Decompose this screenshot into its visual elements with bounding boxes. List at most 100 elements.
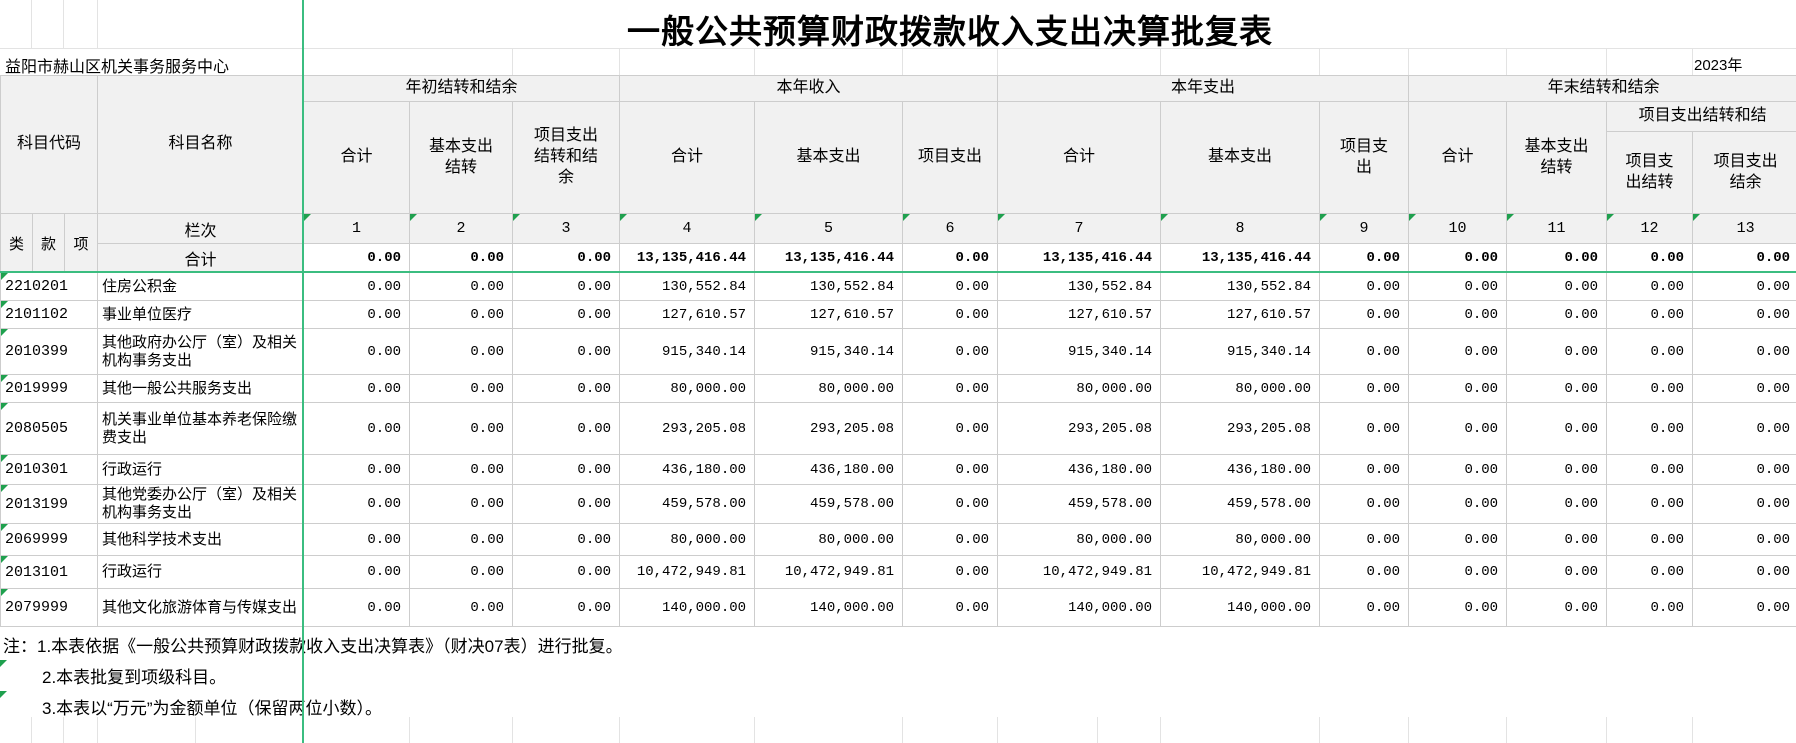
value-cell[interactable]: 0.00: [902, 300, 999, 329]
value-cell[interactable]: 130,552.84: [754, 272, 904, 301]
value-cell[interactable]: 436,180.00: [997, 454, 1162, 485]
header-lanci[interactable]: 栏次: [97, 213, 305, 244]
header-group-end-balance[interactable]: 年末结转和结余: [1408, 75, 1796, 102]
value-cell[interactable]: 293,205.08: [619, 402, 756, 455]
value-cell[interactable]: 0.00: [902, 588, 999, 627]
subject-name-cell[interactable]: 其他文化旅游体育与传媒支出: [97, 588, 305, 627]
value-cell[interactable]: 0.00: [902, 555, 999, 589]
value-cell[interactable]: 0.00: [1606, 454, 1694, 485]
value-cell[interactable]: 0.00: [303, 555, 411, 589]
value-cell[interactable]: 130,552.84: [1160, 272, 1321, 301]
value-cell[interactable]: 0.00: [409, 523, 514, 556]
value-cell[interactable]: 0.00: [409, 374, 514, 403]
value-cell[interactable]: 0.00: [1692, 300, 1796, 329]
value-cell[interactable]: 0.00: [409, 555, 514, 589]
value-cell[interactable]: 0.00: [902, 484, 999, 524]
subject-name-cell[interactable]: 其他党委办公厅（室）及相关机构事务支出: [97, 484, 305, 524]
value-cell[interactable]: 0.00: [1408, 484, 1508, 524]
value-cell[interactable]: 10,472,949.81: [1160, 555, 1321, 589]
value-cell[interactable]: 140,000.00: [997, 588, 1162, 627]
value-cell[interactable]: 0.00: [1408, 555, 1508, 589]
column-number-cell[interactable]: 13: [1692, 213, 1796, 244]
value-cell[interactable]: 0.00: [1506, 300, 1608, 329]
value-cell[interactable]: 0.00: [1692, 523, 1796, 556]
column-number-cell[interactable]: 11: [1506, 213, 1608, 244]
header-subject-code[interactable]: 科目代码: [0, 75, 99, 214]
year-cell[interactable]: 2023年: [1694, 57, 1743, 74]
subject-code-cell[interactable]: 2010399: [0, 328, 99, 375]
value-cell[interactable]: 130,552.84: [619, 272, 756, 301]
header-col13[interactable]: 项目支出结余: [1692, 131, 1796, 214]
note-line-2[interactable]: 2.本表批复到项级科目。: [42, 668, 227, 687]
value-cell[interactable]: 130,552.84: [997, 272, 1162, 301]
value-cell[interactable]: 0.00: [1319, 300, 1410, 329]
value-cell[interactable]: 0.00: [512, 402, 621, 455]
value-cell[interactable]: 140,000.00: [754, 588, 904, 627]
value-cell[interactable]: 459,578.00: [997, 484, 1162, 524]
value-cell[interactable]: 0.00: [1606, 328, 1694, 375]
value-cell[interactable]: 0.00: [512, 272, 621, 301]
subject-code-cell[interactable]: 2080505: [0, 402, 99, 455]
subject-code-cell[interactable]: 2101102: [0, 300, 99, 329]
value-cell[interactable]: 293,205.08: [754, 402, 904, 455]
value-cell[interactable]: 0.00: [1692, 588, 1796, 627]
total-value-cell[interactable]: 13,135,416.44: [1160, 243, 1321, 273]
value-cell[interactable]: 80,000.00: [1160, 523, 1321, 556]
value-cell[interactable]: 0.00: [1606, 523, 1694, 556]
value-cell[interactable]: 459,578.00: [619, 484, 756, 524]
value-cell[interactable]: 0.00: [512, 454, 621, 485]
subject-name-cell[interactable]: 住房公积金: [97, 272, 305, 301]
value-cell[interactable]: 10,472,949.81: [754, 555, 904, 589]
value-cell[interactable]: 0.00: [1692, 555, 1796, 589]
header-col12[interactable]: 项目支出结转: [1606, 131, 1694, 214]
value-cell[interactable]: 0.00: [902, 374, 999, 403]
value-cell[interactable]: 0.00: [303, 328, 411, 375]
value-cell[interactable]: 0.00: [409, 588, 514, 627]
column-number-cell[interactable]: 9: [1319, 213, 1410, 244]
column-number-cell[interactable]: 12: [1606, 213, 1694, 244]
value-cell[interactable]: 140,000.00: [1160, 588, 1321, 627]
header-col11[interactable]: 基本支出结转: [1506, 101, 1608, 214]
subject-code-cell[interactable]: 2210201: [0, 272, 99, 301]
column-number-cell[interactable]: 5: [754, 213, 904, 244]
value-cell[interactable]: 0.00: [303, 402, 411, 455]
header-group-year-expense[interactable]: 本年支出: [997, 75, 1410, 102]
header-class[interactable]: 类: [0, 213, 33, 273]
header-col6[interactable]: 项目支出: [902, 101, 999, 214]
header-item[interactable]: 项: [63, 213, 99, 273]
total-value-cell[interactable]: 0.00: [1408, 243, 1508, 273]
value-cell[interactable]: 127,610.57: [754, 300, 904, 329]
value-cell[interactable]: 0.00: [1408, 523, 1508, 556]
value-cell[interactable]: 0.00: [1606, 588, 1694, 627]
subject-name-cell[interactable]: 其他政府办公厅（室）及相关机构事务支出: [97, 328, 305, 375]
value-cell[interactable]: 0.00: [1319, 454, 1410, 485]
header-col1[interactable]: 合计: [303, 101, 411, 214]
value-cell[interactable]: 0.00: [1606, 402, 1694, 455]
total-value-cell[interactable]: 0.00: [1319, 243, 1410, 273]
header-col9[interactable]: 项目支出: [1319, 101, 1410, 214]
value-cell[interactable]: 0.00: [1319, 374, 1410, 403]
value-cell[interactable]: 0.00: [1692, 272, 1796, 301]
value-cell[interactable]: 0.00: [1506, 588, 1608, 627]
value-cell[interactable]: 0.00: [1506, 402, 1608, 455]
value-cell[interactable]: 0.00: [409, 454, 514, 485]
total-value-cell[interactable]: 0.00: [1692, 243, 1796, 273]
subject-name-cell[interactable]: 其他一般公共服务支出: [97, 374, 305, 403]
header-fund[interactable]: 款: [32, 213, 65, 273]
value-cell[interactable]: 0.00: [512, 484, 621, 524]
total-value-cell[interactable]: 13,135,416.44: [754, 243, 904, 273]
value-cell[interactable]: 0.00: [1319, 555, 1410, 589]
value-cell[interactable]: 0.00: [303, 588, 411, 627]
value-cell[interactable]: 0.00: [1408, 374, 1508, 403]
totals-label-cell[interactable]: 合计: [97, 243, 305, 273]
header-col3[interactable]: 项目支出结转和结余: [512, 101, 621, 214]
value-cell[interactable]: 0.00: [1506, 328, 1608, 375]
header-group-project-carryover[interactable]: 项目支出结转和结: [1606, 101, 1796, 132]
value-cell[interactable]: 436,180.00: [754, 454, 904, 485]
subject-name-cell[interactable]: 其他科学技术支出: [97, 523, 305, 556]
value-cell[interactable]: 436,180.00: [619, 454, 756, 485]
value-cell[interactable]: 293,205.08: [997, 402, 1162, 455]
value-cell[interactable]: 0.00: [1506, 272, 1608, 301]
value-cell[interactable]: 0.00: [409, 328, 514, 375]
report-title[interactable]: 一般公共预算财政拨款收入支出决算批复表: [627, 13, 1273, 50]
